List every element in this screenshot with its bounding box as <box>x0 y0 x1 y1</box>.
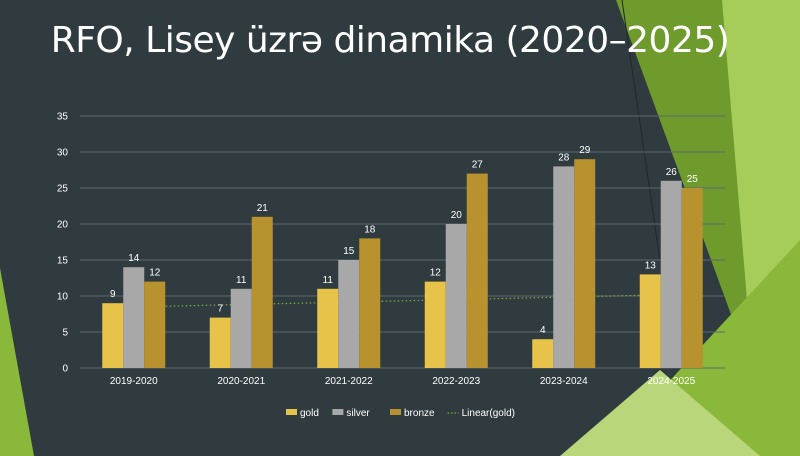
x-tick-label: 2019-2020 <box>110 376 158 387</box>
bar-gold <box>209 317 231 368</box>
bar-gold <box>424 281 446 368</box>
data-label-silver: 11 <box>236 275 247 286</box>
x-tick-label: 2024-2025 <box>647 376 695 387</box>
bar-silver <box>445 224 467 368</box>
data-label-silver: 28 <box>558 152 570 163</box>
bar-silver <box>230 288 252 368</box>
bar-silver <box>123 267 145 368</box>
data-label-silver: 26 <box>666 167 678 178</box>
y-tick-label: 15 <box>57 256 69 267</box>
grid-layer <box>80 115 725 369</box>
label-layer: 9 14 12 7 11 21 11 15 18 12 20 27 4 28 29 13 26 25 <box>110 145 698 336</box>
bar-gold <box>102 303 124 368</box>
decorative-line <box>621 0 661 261</box>
data-label-gold: 13 <box>645 260 657 271</box>
data-label-silver: 20 <box>451 210 463 221</box>
data-label-silver: 14 <box>128 253 140 264</box>
axis-layer: 0 5 10 15 20 25 30 35 2019-2020 2020-2021 2021-202… <box>57 112 696 388</box>
slide-title: RFO, Lisey üzrə dinamika (2020–2025) <box>50 20 730 61</box>
bar-silver <box>553 166 575 368</box>
data-label-bronze: 18 <box>364 224 376 235</box>
y-tick-label: 10 <box>57 292 69 303</box>
legend-label-gold: gold <box>300 408 319 419</box>
green-shape-left <box>0 268 34 456</box>
data-label-bronze: 12 <box>149 268 161 279</box>
x-tick-label: 2022-2023 <box>432 376 480 387</box>
x-tick-label: 2023-2024 <box>540 376 588 387</box>
bar-silver <box>338 260 360 368</box>
y-tick-label: 0 <box>62 364 68 375</box>
y-tick-label: 25 <box>57 184 69 195</box>
legend-label-trendline: Linear(gold) <box>462 408 515 419</box>
bar-gold <box>639 274 661 368</box>
bar-gold <box>532 339 554 368</box>
legend-swatch-gold <box>286 409 297 415</box>
green-shape-right-pale <box>560 370 760 456</box>
data-label-gold: 12 <box>430 268 442 279</box>
bar-layer <box>102 159 703 368</box>
y-tick-label: 30 <box>57 148 69 159</box>
y-tick-label: 20 <box>57 220 69 231</box>
legend-label-bronze: bronze <box>404 408 435 419</box>
data-label-bronze: 27 <box>472 160 484 171</box>
y-tick-label: 5 <box>62 328 68 339</box>
y-tick-label: 35 <box>57 112 69 123</box>
bar-bronze <box>681 188 703 368</box>
bar-silver <box>660 180 682 368</box>
data-label-bronze: 25 <box>687 174 699 185</box>
bar-bronze <box>466 173 488 368</box>
data-label-gold: 9 <box>110 289 116 300</box>
legend-label-silver: silver <box>346 408 370 419</box>
data-label-gold: 4 <box>540 325 546 336</box>
bar-gold <box>317 288 339 368</box>
data-label-gold: 7 <box>217 304 223 315</box>
data-label-gold: 11 <box>323 275 334 286</box>
data-label-bronze: 21 <box>257 203 269 214</box>
bar-bronze <box>144 281 166 368</box>
x-tick-label: 2021-2022 <box>325 376 373 387</box>
data-label-silver: 15 <box>343 246 355 257</box>
bar-bronze <box>574 159 596 368</box>
legend-swatch-silver <box>332 409 344 415</box>
x-tick-label: 2020-2021 <box>217 376 265 387</box>
legend-layer: gold silver bronze Linear(gold) <box>286 408 515 419</box>
legend-swatch-bronze <box>390 409 401 415</box>
data-label-bronze: 29 <box>579 145 591 156</box>
bar-bronze <box>359 238 381 368</box>
bar-bronze <box>251 216 273 368</box>
